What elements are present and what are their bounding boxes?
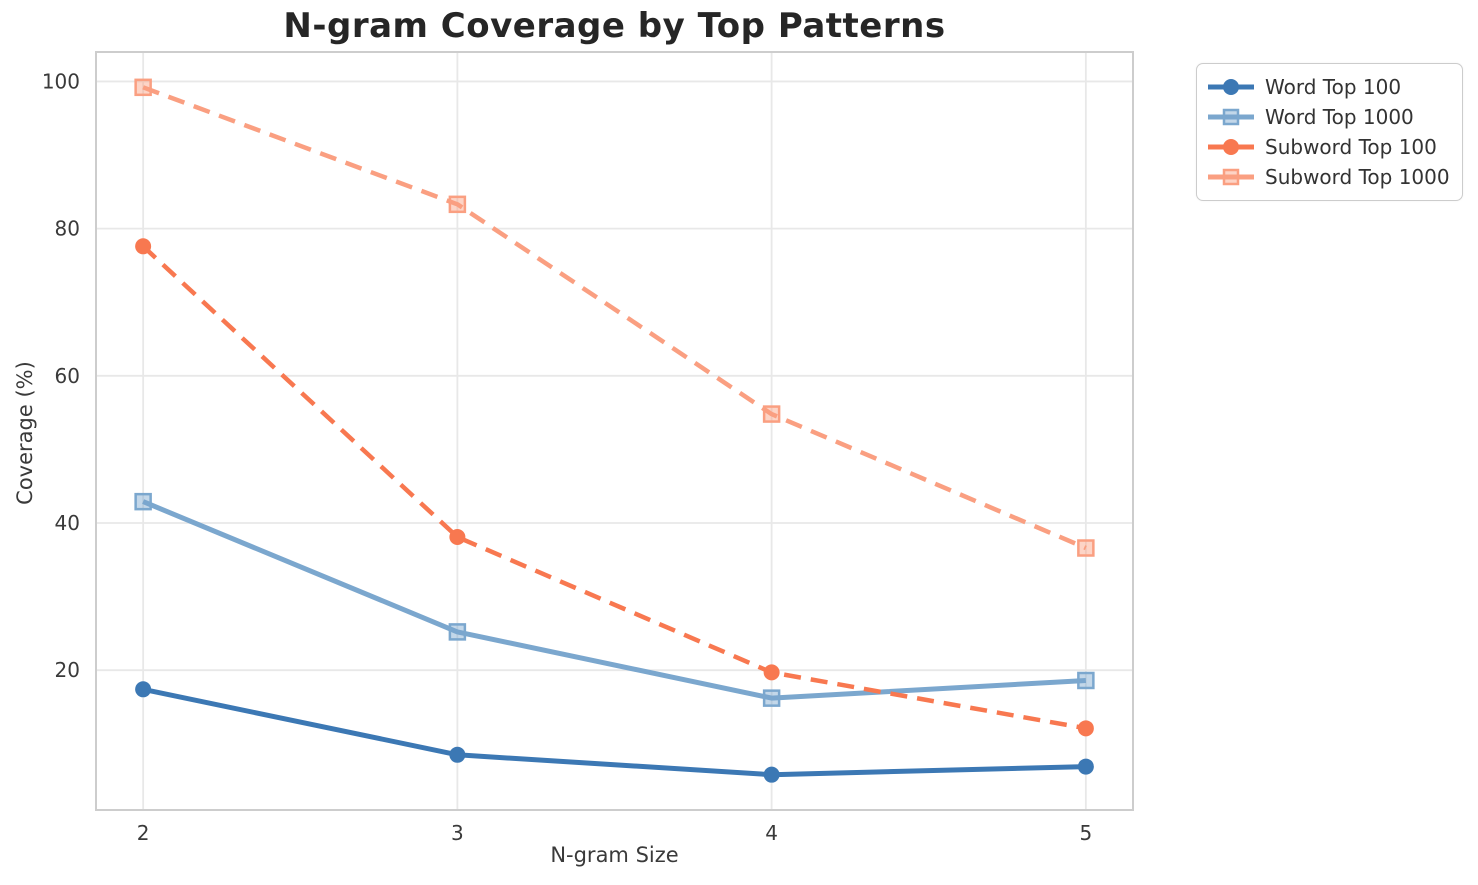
legend-item-label: Word Top 1000: [1265, 105, 1414, 129]
data-point-marker: [135, 238, 152, 255]
y-tick-label: 100: [42, 69, 80, 93]
plot-spines: [95, 51, 1134, 811]
series-line: [142, 686, 1086, 778]
legend-item-label: Subword Top 1000: [1265, 165, 1450, 189]
legend-line-circle-marker-icon: [1208, 79, 1254, 95]
legend-item: Subword Top 100: [1207, 133, 1450, 161]
y-tick-label: 40: [55, 511, 80, 535]
legend-item-label: Word Top 100: [1265, 75, 1402, 99]
data-point-marker: [1077, 539, 1095, 557]
y-tick-label: 80: [55, 217, 80, 241]
legend-line-square-marker-icon: [1208, 108, 1254, 126]
data-point-marker: [134, 78, 152, 97]
data-point-marker: [448, 195, 467, 214]
data-point-marker: [762, 405, 781, 423]
data-point-marker: [1077, 720, 1094, 737]
data-point-marker: [1077, 758, 1094, 775]
legend-item-label: Subword Top 100: [1265, 135, 1437, 159]
data-point-marker: [449, 528, 466, 545]
data-point-marker: [135, 681, 152, 698]
legend-line-square-marker-icon: [1208, 168, 1254, 186]
legend-item: Word Top 100: [1207, 73, 1450, 101]
data-point-marker: [763, 766, 780, 783]
x-tick-label: 4: [765, 821, 778, 845]
data-point-marker: [449, 746, 466, 763]
x-tick-label: 2: [137, 821, 150, 845]
y-axis-label: Coverage (%): [13, 361, 37, 505]
data-point-marker: [763, 664, 780, 681]
series-line: [142, 85, 1087, 551]
data-point-marker: [448, 623, 467, 641]
x-tick-label: 5: [1079, 821, 1092, 845]
data-point-marker: [762, 689, 781, 707]
x-axis-label: N-gram Size: [550, 843, 679, 867]
legend: Word Top 100 Word Top 1000 Subword Top 100…: [1196, 63, 1463, 201]
data-point-marker: [134, 492, 152, 511]
legend-item: Word Top 1000: [1207, 103, 1450, 131]
series-line: [141, 244, 1087, 731]
data-point-marker: [1077, 671, 1095, 690]
series-line: [142, 499, 1087, 701]
legend-line-circle-marker-icon: [1208, 139, 1254, 155]
chart-title: N-gram Coverage by Top Patterns: [283, 6, 946, 46]
legend-item: Subword Top 1000: [1207, 163, 1450, 191]
x-tick-label: 3: [451, 821, 464, 845]
y-tick-label: 20: [55, 658, 80, 682]
y-tick-label: 60: [55, 364, 80, 388]
